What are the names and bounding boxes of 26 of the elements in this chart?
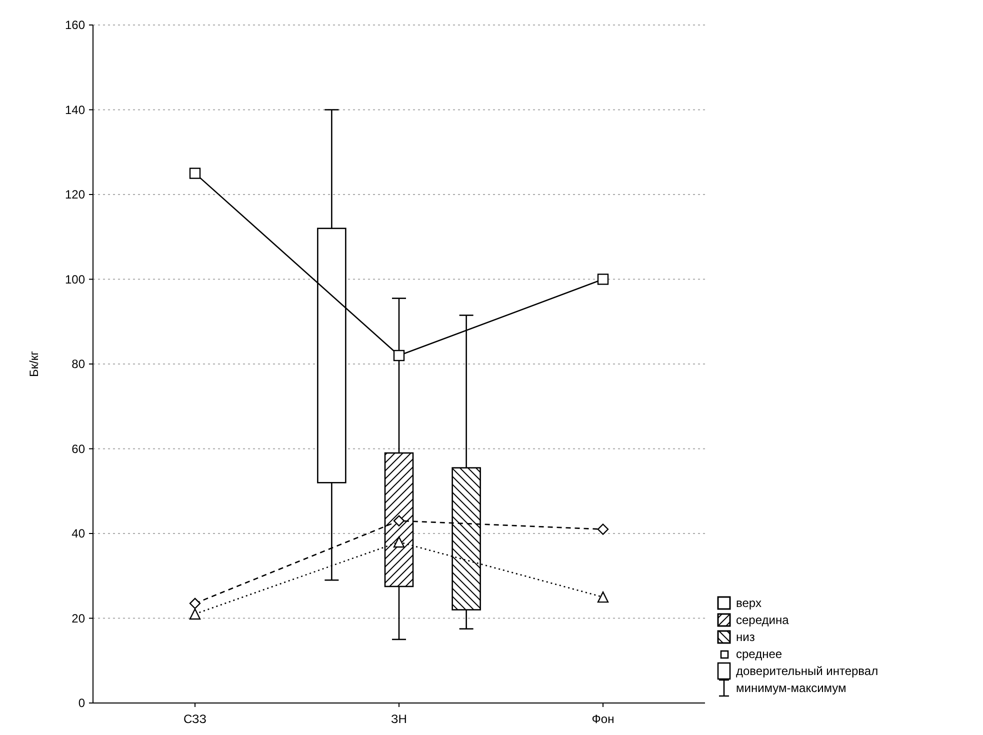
text: среднее [736, 647, 782, 662]
text: минимум-максимум [736, 681, 846, 696]
y-tick-label: 140 [64, 102, 86, 117]
y-tick-label: 160 [64, 18, 86, 32]
x-tick-label: СЗЗ [183, 712, 207, 726]
point [189, 608, 201, 620]
legend-label: верх [736, 596, 762, 610]
x-tick-label: ЗН [391, 712, 407, 726]
legend-label: середина [736, 613, 790, 628]
y-tick-label: 60 [72, 442, 86, 456]
y-tick-label: 120 [64, 188, 86, 202]
y-tick-label: 80 [72, 357, 86, 372]
legend-label: низ [736, 630, 756, 644]
y-tick-label: 20 [72, 611, 86, 626]
y-tick-label: 40 [72, 526, 86, 541]
point [597, 274, 609, 285]
text: доверительный интервал [736, 664, 878, 678]
point [597, 591, 609, 603]
y-axis-title: Бк/кг [27, 350, 41, 378]
point [189, 168, 201, 179]
x-tick-label: Фон [592, 712, 614, 726]
point [393, 536, 405, 548]
y-tick-label: 0 [78, 696, 86, 710]
y-tick-label: 100 [64, 272, 86, 286]
point [393, 515, 405, 526]
point [393, 350, 405, 362]
